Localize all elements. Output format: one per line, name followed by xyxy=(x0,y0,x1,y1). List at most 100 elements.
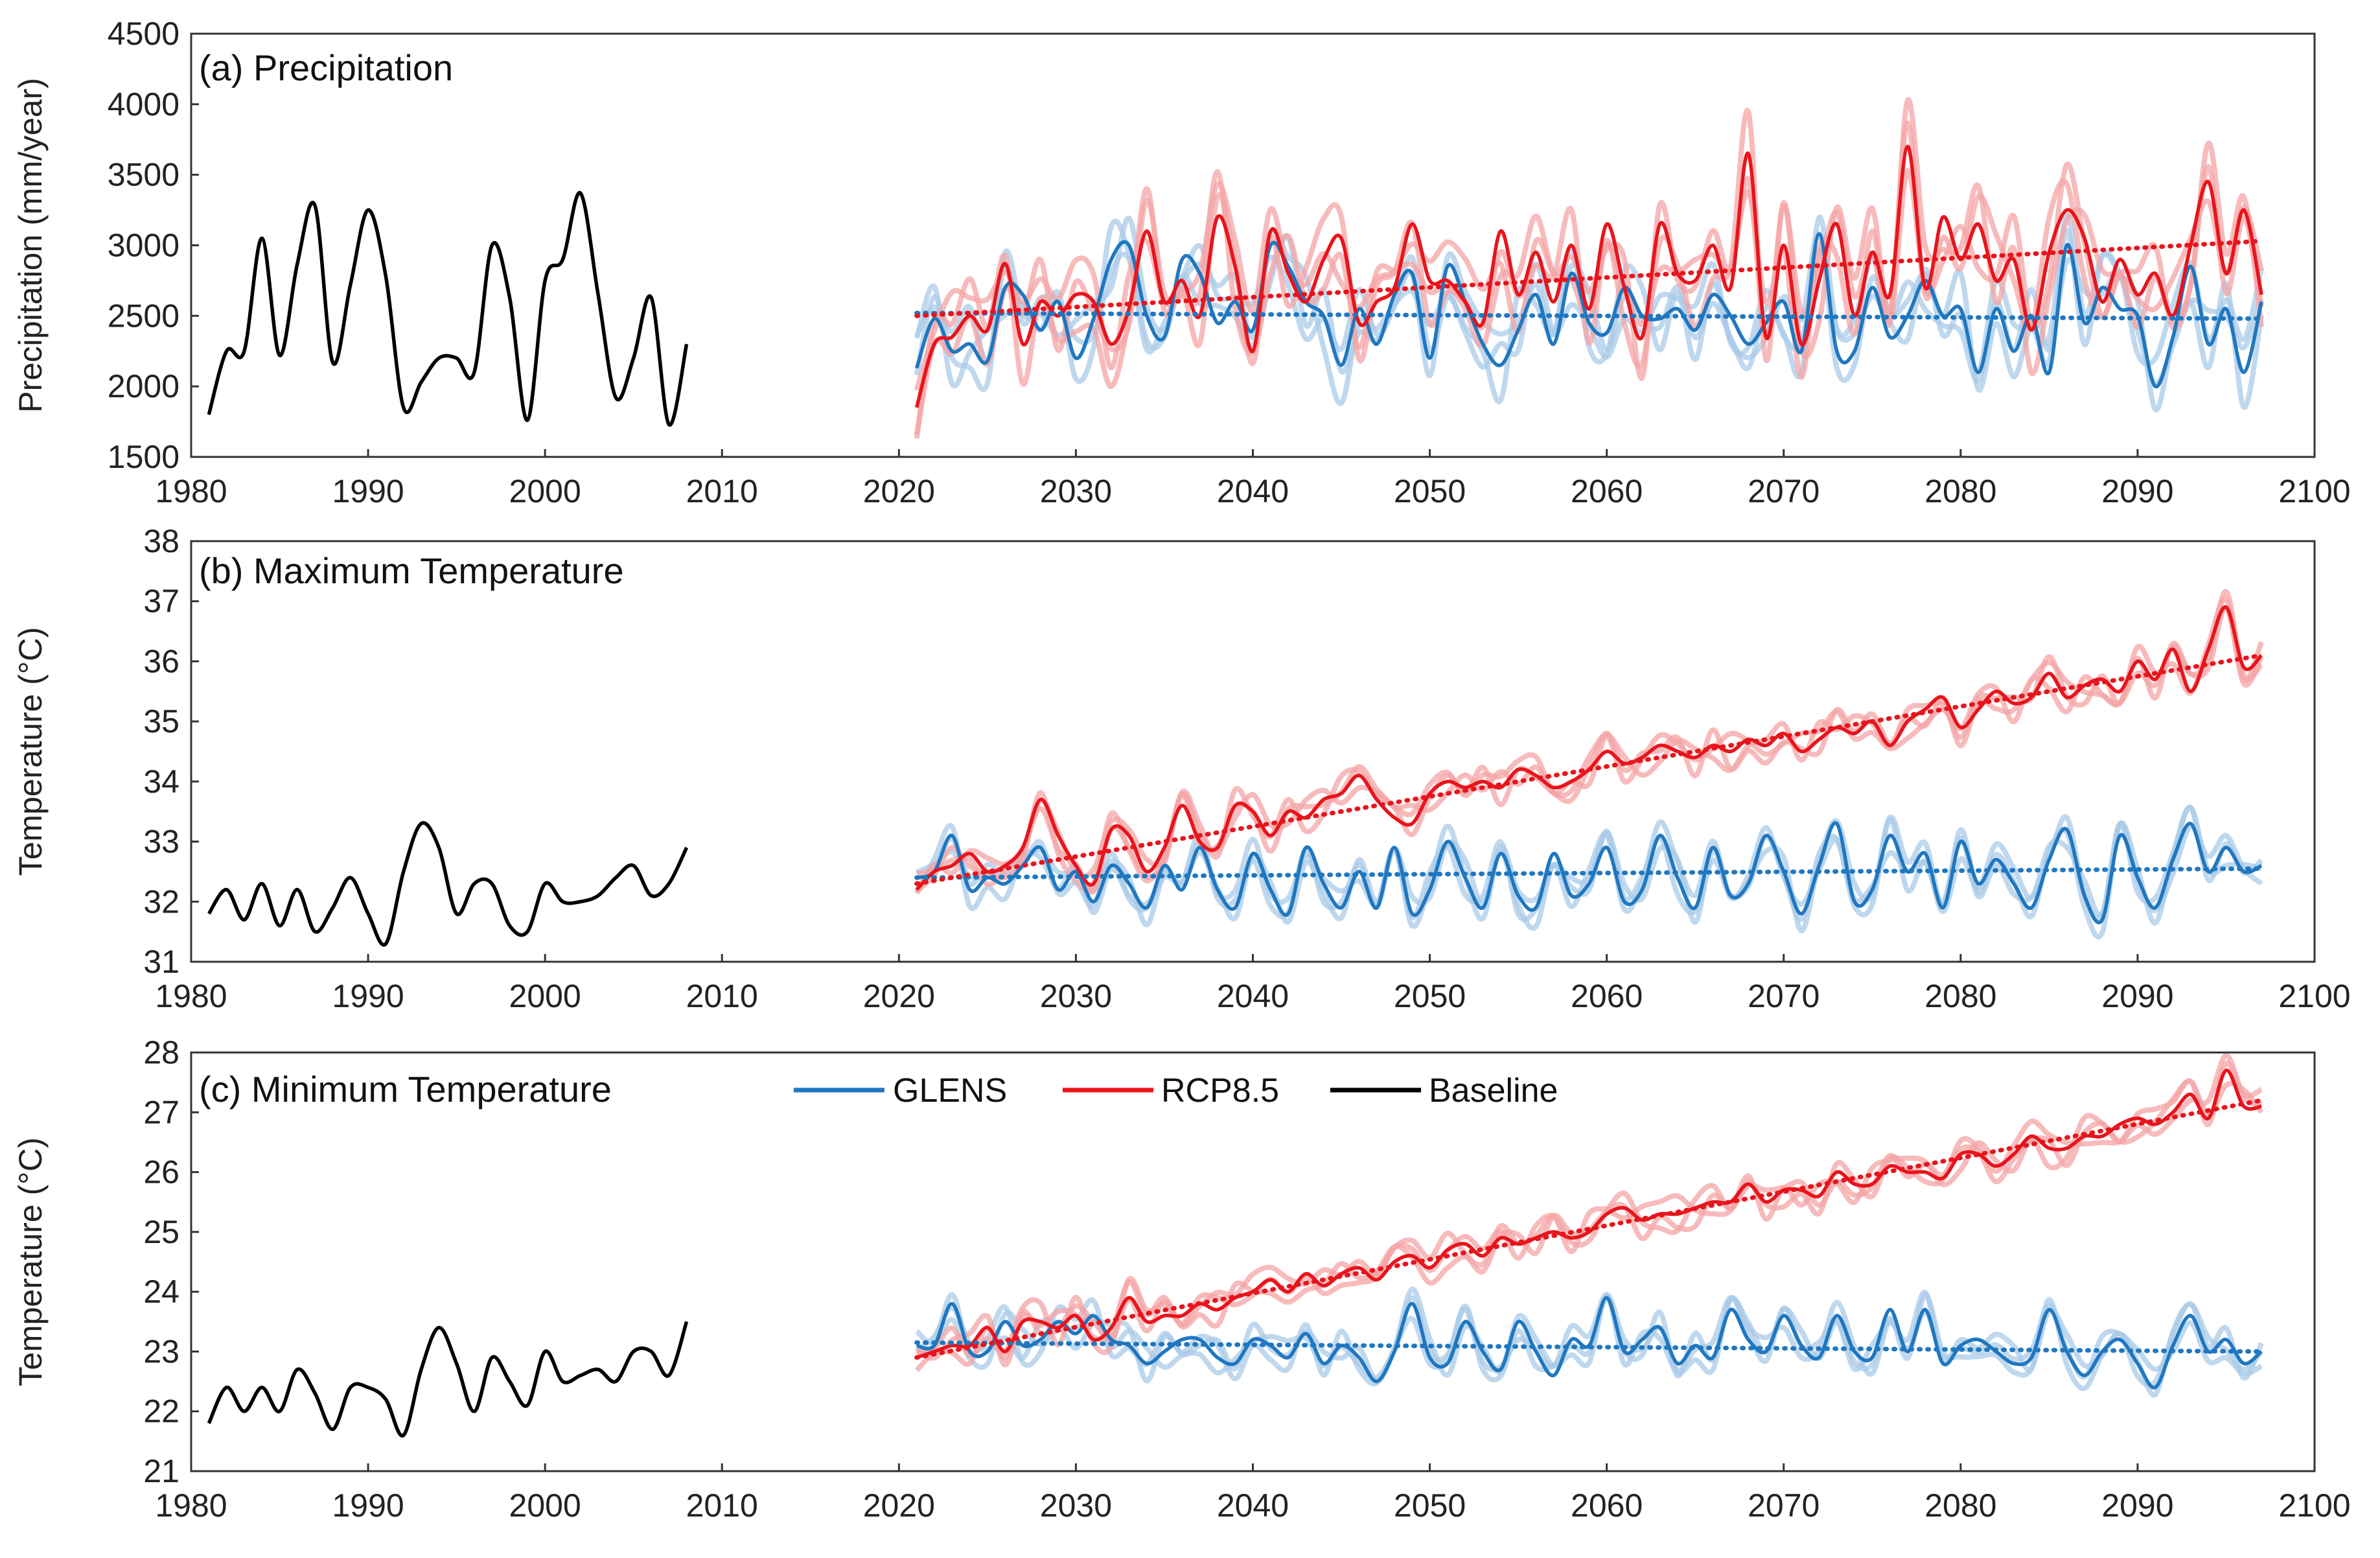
x-tick-label: 2010 xyxy=(686,1487,758,1524)
legend-rcp-label: RCP8.5 xyxy=(1161,1072,1279,1110)
x-tick-label: 2030 xyxy=(1040,1487,1112,1524)
x-tick-label: 2080 xyxy=(1924,978,1996,1014)
x-tick-label: 2090 xyxy=(2101,1487,2173,1524)
panel-title: (c) Minimum Temperature xyxy=(199,1069,612,1110)
x-tick-label: 2090 xyxy=(2101,473,2173,509)
plot-area xyxy=(207,97,2265,439)
rcp-ensemble-member xyxy=(914,140,2265,436)
x-tick-label: 2060 xyxy=(1571,473,1643,509)
plot-frame xyxy=(190,540,2316,963)
y-tick-label: 33 xyxy=(143,824,179,860)
x-tick-label: 1980 xyxy=(155,1487,227,1524)
y-tick-label: 36 xyxy=(143,643,179,679)
y-tick-label: 22 xyxy=(143,1393,179,1430)
panel-title: (a) Precipitation xyxy=(199,47,453,88)
y-axis-label: Precipitation (mm/year) xyxy=(12,78,49,413)
x-tick-label: 2080 xyxy=(1924,473,1996,509)
glens-mean-line xyxy=(916,1296,2263,1389)
y-tick-label: 37 xyxy=(143,583,179,620)
x-tick-label: 2060 xyxy=(1571,1487,1643,1524)
y-tick-label: 24 xyxy=(143,1273,179,1310)
legend-glens-label: GLENS xyxy=(893,1072,1007,1110)
y-tick-label: 1500 xyxy=(108,439,179,475)
baseline-line xyxy=(207,191,689,427)
rcp-mean-line xyxy=(915,605,2263,891)
y-tick-label: 34 xyxy=(143,763,179,800)
rcp-mean-line xyxy=(914,145,2263,408)
x-tick-label: 2050 xyxy=(1394,473,1466,509)
y-tick-label: 35 xyxy=(143,703,179,739)
rcp-trend-line xyxy=(914,1098,2264,1360)
x-tick-label: 2020 xyxy=(863,473,935,509)
x-tick-label: 2010 xyxy=(686,473,758,509)
panel-minimum-temperature: 1980 1990 2000 2010 2020 2030 2040 2050 2060 2070… xyxy=(12,1034,2351,1524)
legend-baseline-label: Baseline xyxy=(1429,1072,1558,1110)
y-tick-label: 25 xyxy=(143,1214,179,1250)
panel-maximum-temperature: 1980 1990 2000 2010 2020 2030 2040 2050 2060 2070… xyxy=(12,523,2351,1014)
rcp-ensemble-member xyxy=(916,1060,2263,1358)
y-tick-label: 38 xyxy=(143,523,179,559)
x-tick-label: 2000 xyxy=(509,473,581,509)
rcp-trend-line xyxy=(914,238,2264,318)
y-tick-label: 21 xyxy=(143,1453,179,1489)
x-tick-label: 2000 xyxy=(509,1487,581,1524)
x-tick-label: 2070 xyxy=(1748,473,1820,509)
y-tick-label: 31 xyxy=(143,944,179,980)
x-tick-label: 2100 xyxy=(2278,1487,2350,1524)
y-axis-label: Temperature (°C) xyxy=(12,627,49,876)
x-tick-label: 2020 xyxy=(863,1487,935,1524)
x-tick-label: 2050 xyxy=(1394,1487,1466,1524)
y-tick-label: 27 xyxy=(143,1094,179,1130)
y-tick-label: 4000 xyxy=(108,86,179,122)
baseline-line xyxy=(207,821,689,947)
rcp-ensemble-member xyxy=(914,1052,2263,1373)
y-tick-label: 28 xyxy=(143,1034,179,1071)
rcp-trend-line xyxy=(914,653,2264,886)
plot-frame xyxy=(190,1051,2316,1472)
y-tick-label: 2500 xyxy=(108,297,179,334)
plot-area xyxy=(207,588,2264,947)
x-tick-label: 1990 xyxy=(332,1487,404,1524)
panel-precipitation: 1980 1990 2000 2010 2020 2030 2040 2050 2060 2070… xyxy=(12,16,2351,509)
x-tick-label: 2040 xyxy=(1217,1487,1289,1524)
y-tick-label: 3500 xyxy=(108,157,179,193)
y-tick-label: 2000 xyxy=(108,368,179,404)
rcp-ensemble-member xyxy=(916,596,2264,887)
y-tick-label: 3000 xyxy=(108,227,179,264)
x-tick-label: 2100 xyxy=(2278,473,2350,509)
x-tick-label: 2040 xyxy=(1217,978,1289,1014)
baseline-line xyxy=(207,1321,689,1437)
x-tick-label: 2080 xyxy=(1924,1487,1996,1524)
x-tick-label: 1990 xyxy=(332,978,404,1014)
x-tick-label: 2070 xyxy=(1748,978,1820,1014)
rcp-ensemble-member xyxy=(914,588,2263,894)
x-tick-label: 2060 xyxy=(1571,978,1643,1014)
glens-trend-line xyxy=(914,1340,2264,1354)
plot-frame xyxy=(190,32,2316,458)
y-tick-label: 4500 xyxy=(108,16,179,52)
x-tick-label: 2100 xyxy=(2278,978,2350,1014)
glens-trend-line xyxy=(914,866,2264,880)
glens-mean-line xyxy=(914,232,2263,388)
x-tick-label: 2010 xyxy=(686,978,758,1014)
x-tick-label: 2030 xyxy=(1040,473,1112,509)
x-tick-label: 2040 xyxy=(1217,473,1289,509)
glens-mean-line xyxy=(916,820,2263,925)
y-tick-label: 26 xyxy=(143,1154,179,1191)
x-tick-label: 1980 xyxy=(155,978,227,1014)
y-axis-label: Temperature (°C) xyxy=(12,1137,49,1386)
legend: GLENS RCP8.5 Baseline xyxy=(794,1072,1558,1110)
x-tick-label: 2000 xyxy=(509,978,581,1014)
x-tick-label: 2090 xyxy=(2101,978,2173,1014)
x-tick-label: 2070 xyxy=(1748,1487,1820,1524)
y-tick-label: 32 xyxy=(143,883,179,920)
x-tick-label: 2050 xyxy=(1394,978,1466,1014)
x-tick-label: 1990 xyxy=(332,473,404,509)
x-tick-label: 2020 xyxy=(863,978,935,1014)
y-tick-label: 23 xyxy=(143,1333,179,1369)
x-tick-label: 1980 xyxy=(155,473,227,509)
glens-trend-line xyxy=(914,310,2264,321)
panel-title: (b) Maximum Temperature xyxy=(199,550,624,591)
plot-area xyxy=(207,1052,2264,1437)
